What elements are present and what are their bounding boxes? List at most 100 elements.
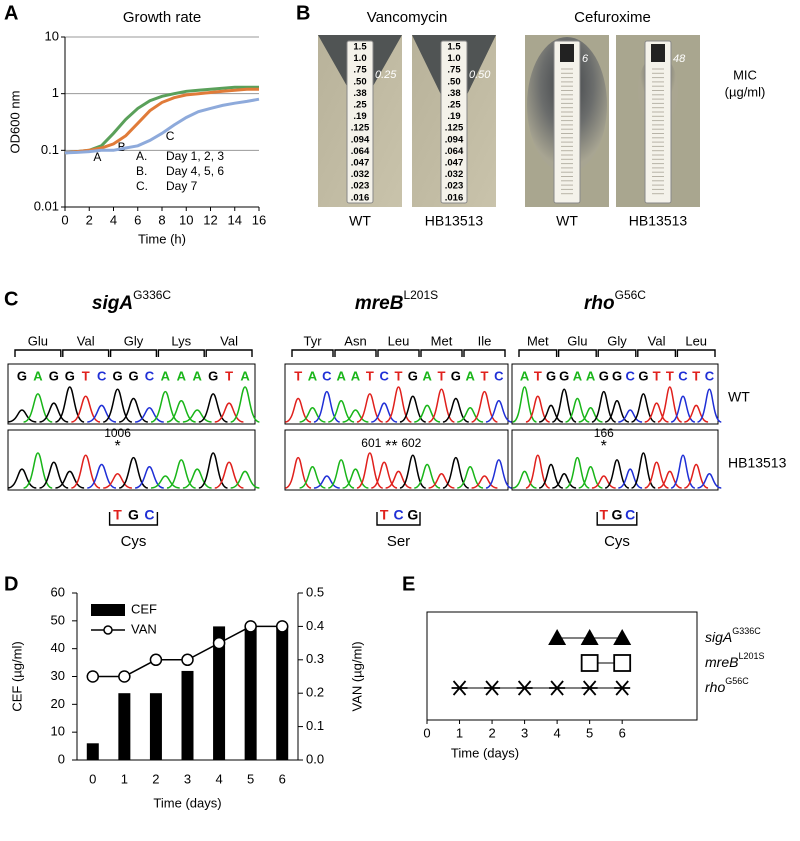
- strip-scale: .75: [353, 65, 367, 76]
- series-line: [64, 87, 259, 155]
- trace-peak: [631, 452, 656, 489]
- strip-scale: .50: [353, 76, 366, 87]
- bar: [149, 693, 162, 760]
- codon-bracket: [597, 349, 637, 357]
- site-label: 166: [594, 426, 614, 440]
- point: [275, 620, 289, 633]
- mutation: G336C: [133, 288, 171, 302]
- mutant-base: T: [600, 507, 609, 523]
- trace-peak: [23, 452, 53, 489]
- y-tick-label: 20: [51, 696, 65, 711]
- base-call: A: [308, 368, 318, 383]
- y-tick-label: 0: [58, 751, 65, 766]
- base-call: T: [395, 368, 403, 383]
- trace-peak: [198, 393, 228, 423]
- x-tick-label: 0: [89, 771, 96, 786]
- trace-peak: [371, 402, 398, 423]
- trace-peak: [39, 461, 69, 489]
- y-axis-label: OD600 nm: [7, 91, 22, 154]
- bar: [276, 626, 289, 760]
- legend-label: CEF: [131, 601, 157, 616]
- row-label: WT: [728, 389, 750, 405]
- x-tick-label: 4: [110, 212, 117, 227]
- trace-peak: [442, 456, 470, 489]
- trace-peak: [578, 466, 603, 489]
- strip-scale: .064: [445, 146, 464, 157]
- trace-peak: [182, 409, 212, 423]
- bar: [181, 670, 194, 760]
- trace-peak: [697, 388, 722, 423]
- base-call: C: [626, 368, 636, 383]
- marker: [451, 680, 468, 696]
- trace-box: [284, 429, 509, 491]
- strip-scale: 1.0: [353, 53, 366, 64]
- trace-peak: [103, 472, 133, 489]
- trace-peak: [414, 404, 441, 423]
- series-label: mreBL201S: [705, 651, 764, 669]
- strip-scale: .032: [351, 169, 370, 180]
- strip-scale: .016: [445, 192, 464, 203]
- trace-peak: [399, 454, 427, 489]
- trace-peak: [299, 406, 326, 423]
- chart-title: Growth rate: [123, 9, 201, 26]
- trace-peak: [150, 390, 180, 423]
- base-call: T: [653, 368, 661, 383]
- annotation-key: A.: [136, 149, 147, 163]
- trace-peak: [198, 452, 228, 489]
- y-axis-label: CEF (µg/ml): [9, 641, 24, 711]
- point: [212, 636, 226, 650]
- curve-label: A: [93, 150, 101, 164]
- mic-value: 0.50: [469, 69, 491, 81]
- trace-peak: [328, 459, 355, 489]
- curve-label: B: [118, 140, 126, 154]
- mutant-base: C: [144, 507, 154, 523]
- trace-peak: [284, 456, 312, 489]
- codon-bracket: [291, 349, 334, 357]
- trace-peak: [471, 390, 498, 423]
- x-tick-label: 6: [619, 725, 626, 740]
- y2-axis-label: VAN (µg/ml): [349, 641, 364, 711]
- trace-peak: [578, 406, 603, 423]
- antibiotic-name: Cefuroxime: [574, 9, 651, 26]
- x-tick-label: 1: [456, 725, 463, 740]
- base-call: A: [586, 368, 596, 383]
- trace-peak: [604, 459, 630, 489]
- base-call: T: [692, 368, 700, 383]
- series-line: [64, 85, 259, 155]
- trace-peak: [166, 400, 196, 423]
- gene-name: sigA: [705, 629, 732, 645]
- base-call: A: [520, 368, 530, 383]
- codon-bracket: [14, 349, 62, 357]
- marker: [548, 629, 567, 645]
- strip-scale: .75: [447, 65, 461, 76]
- mic-value: 6: [582, 53, 589, 65]
- base-call: A: [573, 368, 583, 383]
- strip-scale: .032: [445, 169, 464, 180]
- trace-peak: [230, 386, 260, 423]
- trace-peak: [697, 472, 722, 489]
- y-tick-label: 40: [51, 640, 65, 655]
- trace-peak: [525, 395, 550, 423]
- gene-name: mreB: [355, 293, 404, 314]
- base-call: G: [208, 368, 218, 383]
- trace-peak: [618, 468, 643, 489]
- marker: [484, 680, 501, 696]
- x-axis-label: Time (days): [153, 795, 221, 810]
- trace-peak: [371, 461, 398, 489]
- trace-peak: [356, 452, 384, 489]
- codon-aa: Val: [648, 333, 666, 348]
- site-label: 602: [401, 436, 421, 450]
- y-tick-label: 1: [52, 85, 59, 100]
- strip-logo: [560, 44, 574, 62]
- y-tick-label: 10: [45, 28, 59, 43]
- base-call: A: [422, 368, 432, 383]
- trace-peak: [684, 404, 709, 423]
- strip-scale: .38: [447, 88, 460, 99]
- codon-bracket: [108, 512, 159, 526]
- strip-scale: .25: [447, 100, 461, 111]
- panel-label: A: [4, 2, 18, 24]
- codon-bracket: [518, 349, 558, 357]
- strip-scale: .047: [351, 158, 370, 169]
- mic-label: MIC: [733, 67, 757, 82]
- trace-peak: [356, 393, 383, 423]
